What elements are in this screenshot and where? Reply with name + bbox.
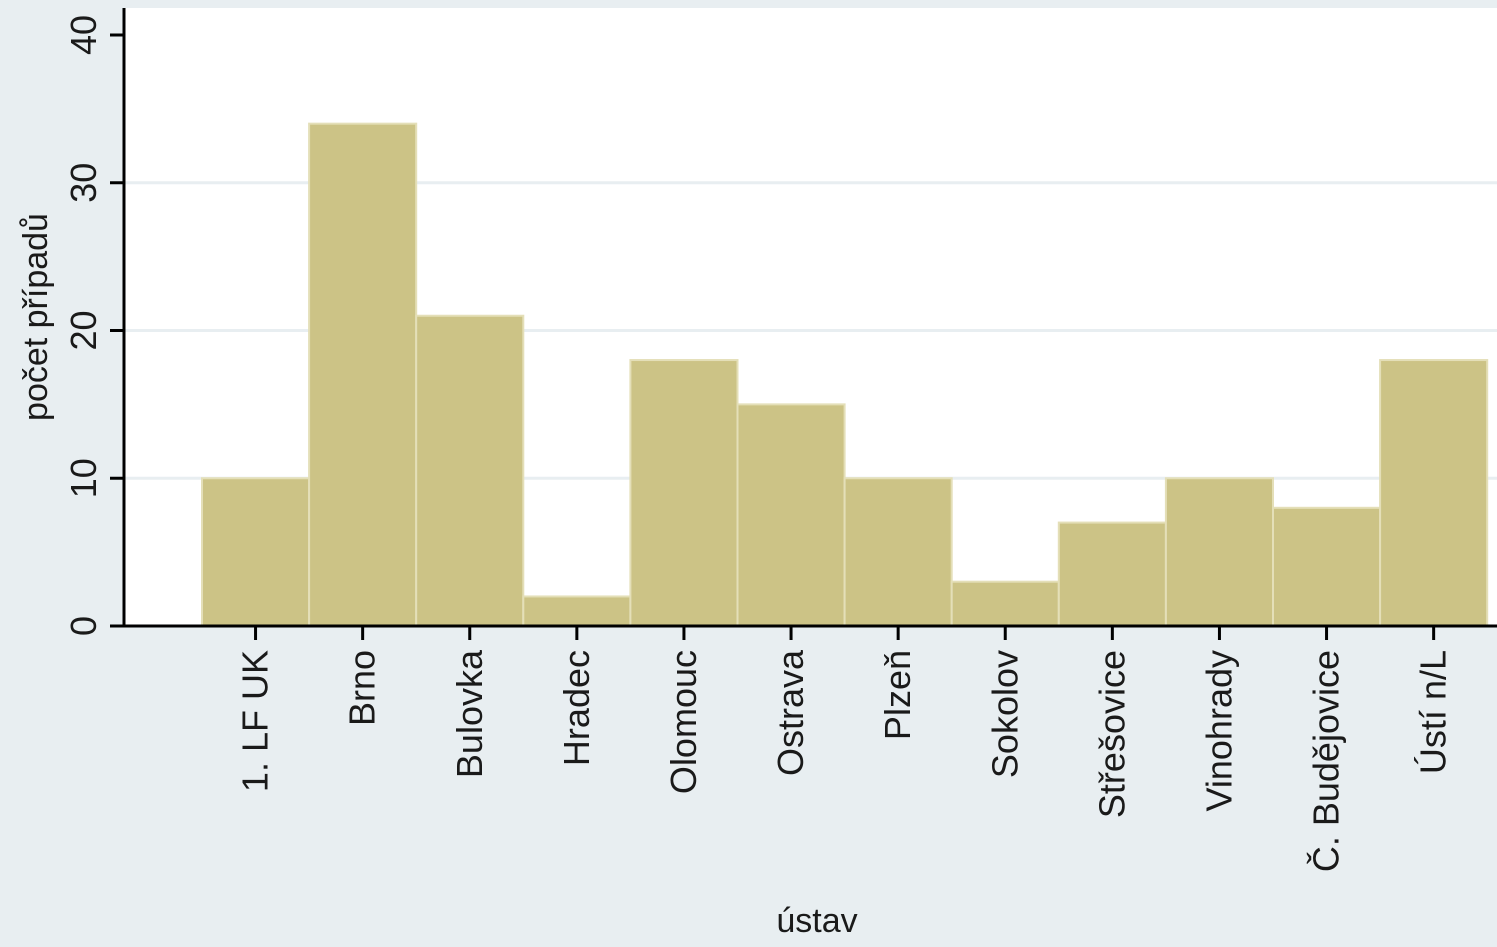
y-axis-ticks: 0 10 20 30 40 bbox=[63, 15, 124, 636]
y-tick-label: 20 bbox=[63, 310, 104, 350]
bar bbox=[415, 314, 525, 627]
bar bbox=[1164, 477, 1275, 627]
bar bbox=[1272, 506, 1382, 627]
bars bbox=[201, 122, 1489, 628]
bar bbox=[522, 595, 632, 628]
bar bbox=[1379, 359, 1489, 627]
x-tick-label: Brno bbox=[342, 650, 383, 726]
bar bbox=[201, 477, 311, 627]
x-tick-label: 1. LF UK bbox=[235, 650, 276, 792]
bar bbox=[1057, 521, 1167, 628]
bar bbox=[308, 122, 418, 628]
y-axis-title: počet případů bbox=[17, 213, 55, 421]
x-axis-title: ústav bbox=[776, 902, 857, 940]
x-tick-label: Plzeň bbox=[877, 650, 918, 740]
x-tick-label: Č. Budějovice bbox=[1306, 650, 1347, 872]
y-tick-label: 0 bbox=[63, 616, 104, 636]
bar bbox=[950, 580, 1060, 627]
x-tick-label: Hradec bbox=[556, 650, 597, 766]
x-tick-label: Bulovka bbox=[449, 649, 490, 778]
y-tick-label: 40 bbox=[63, 15, 104, 55]
bar bbox=[629, 359, 739, 627]
x-tick-label: Vinohrady bbox=[1198, 650, 1239, 811]
x-tick-label: Sokolov bbox=[984, 650, 1025, 778]
x-tick-label: Olomouc bbox=[663, 650, 704, 794]
x-tick-label: Střešovice bbox=[1091, 650, 1132, 818]
bar bbox=[843, 477, 953, 627]
y-tick-label: 10 bbox=[63, 458, 104, 498]
y-tick-label: 30 bbox=[63, 163, 104, 203]
x-axis-ticks: 1. LF UK Brno Bulovka Hradec Olomouc Ostrava P… bbox=[235, 626, 1454, 872]
x-tick-label: Ústí n/L bbox=[1413, 650, 1454, 774]
bar bbox=[736, 403, 846, 627]
x-tick-label: Ostrava bbox=[770, 649, 811, 776]
